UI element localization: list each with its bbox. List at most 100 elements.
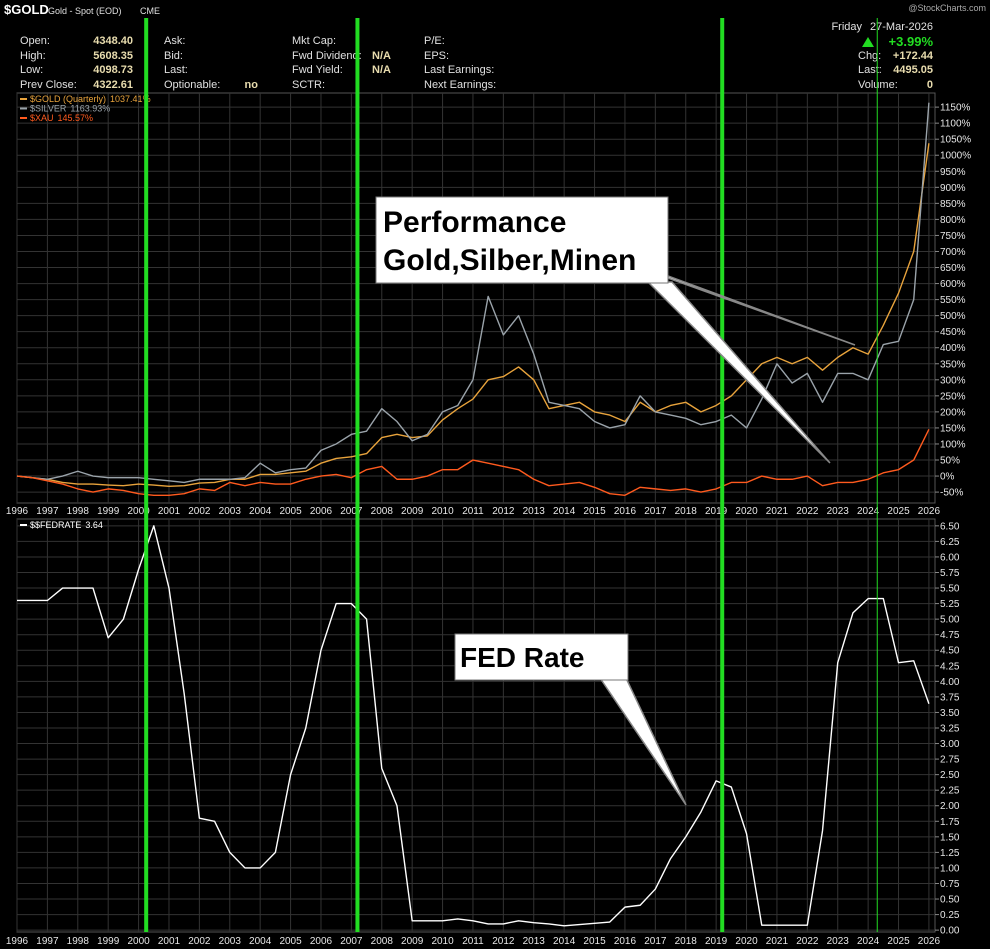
- x-tick-label: 2001: [158, 506, 181, 517]
- x-tick-label: 2009: [401, 506, 424, 517]
- x-tick-label: 2001: [158, 936, 181, 947]
- field-value: 4348.40: [93, 35, 133, 47]
- annotation-text: Gold,Silber,Minen: [383, 244, 636, 277]
- x-tick-label: 2003: [219, 506, 242, 517]
- x-tick-label: 2005: [279, 506, 302, 517]
- y-tick-label: 4.75: [940, 630, 960, 641]
- annotations: Performance Gold,Silber,Minen FED Rate: [375, 196, 856, 806]
- field-label: Last:: [858, 64, 882, 76]
- y-tick-label: 700%: [940, 247, 966, 258]
- y-tick-label: 1.25: [940, 848, 960, 859]
- y-tick-label: 6.50: [940, 521, 960, 532]
- x-tick-label: 2008: [371, 936, 394, 947]
- x-tick-label: 2002: [188, 936, 211, 947]
- y-tick-label: 2.50: [940, 770, 960, 781]
- header: $GOLD Gold - Spot (EOD) CME @StockCharts…: [4, 2, 986, 91]
- x-tick-label: 2003: [219, 936, 242, 947]
- y-tick-label: 550%: [940, 295, 966, 306]
- x-tick-label: 2016: [614, 506, 637, 517]
- x-tick-label: 2026: [918, 936, 941, 947]
- y-tick-label: 100%: [940, 439, 966, 450]
- x-tick-label: 1999: [97, 506, 120, 517]
- field-label: EPS:: [424, 50, 449, 62]
- field-value: 4495.05: [893, 64, 933, 76]
- legend-name: $$FEDRATE: [30, 520, 81, 530]
- y-tick-label: 1.75: [940, 817, 960, 828]
- x-tick-label: 2018: [675, 936, 698, 947]
- y-tick-label: 1000%: [940, 151, 971, 162]
- y-tick-label: 400%: [940, 343, 966, 354]
- annotation-text: Performance: [383, 206, 566, 239]
- x-tick-label: 2024: [857, 506, 880, 517]
- field-label: Prev Close:: [20, 79, 77, 91]
- legend-value: 3.64: [85, 520, 103, 530]
- x-tick-label: 1998: [67, 506, 90, 517]
- legend-name: $SILVER: [30, 104, 67, 114]
- y-tick-label: 4.50: [940, 646, 960, 657]
- x-tick-label: 2023: [827, 936, 850, 947]
- y-tick-label: 900%: [940, 183, 966, 194]
- x-tick-label: 2016: [614, 936, 637, 947]
- field-label: P/E:: [424, 35, 445, 47]
- x-tick-label: 2017: [644, 506, 667, 517]
- x-tick-label: 2017: [644, 936, 667, 947]
- y-tick-label: 0.25: [940, 910, 960, 921]
- date: 27-Mar-2026: [870, 21, 933, 33]
- field-label: Open:: [20, 35, 50, 47]
- field-label: Last:: [164, 64, 188, 76]
- y-tick-label: 1.00: [940, 863, 960, 874]
- x-tick-label: 2013: [523, 936, 546, 947]
- x-tick-label: 2007: [340, 936, 363, 947]
- y-tick-label: 650%: [940, 263, 966, 274]
- y-tick-label: 2.00: [940, 801, 960, 812]
- y-tick-label: 1100%: [940, 119, 971, 130]
- field-label: High:: [20, 50, 46, 62]
- x-tick-label: 1996: [6, 936, 29, 947]
- field-label: Optionable:: [164, 79, 220, 91]
- x-tick-label: 2000: [127, 506, 150, 517]
- x-tick-label: 2004: [249, 936, 272, 947]
- x-tick-label: 2025: [887, 506, 910, 517]
- x-tick-label: 2018: [675, 506, 698, 517]
- y-tick-label: 3.50: [940, 708, 960, 719]
- x-tick-label: 2015: [583, 506, 606, 517]
- copyright: @StockCharts.com: [908, 3, 986, 13]
- y-tick-label: 300%: [940, 375, 966, 386]
- y-tick-label: 1050%: [940, 135, 971, 146]
- annotation-text: FED Rate: [460, 642, 584, 673]
- x-tick-label: 2014: [553, 936, 576, 947]
- series-line: [16, 102, 930, 484]
- legend-name: $GOLD (Quarterly): [30, 94, 106, 104]
- y-tick-label: 1150%: [940, 103, 971, 114]
- x-tick-label: 2000: [127, 936, 150, 947]
- x-tick-label: 2019: [705, 936, 728, 947]
- x-tick-label: 2026: [918, 506, 941, 517]
- field-label: Mkt Cap:: [292, 35, 336, 47]
- y-tick-label: 50%: [940, 456, 960, 467]
- x-tick-label: 2021: [766, 936, 789, 947]
- x-tick-label: 1996: [6, 506, 29, 517]
- field-label: Low:: [20, 64, 43, 76]
- y-tick-label: 6.00: [940, 552, 960, 563]
- annotation-box: [375, 196, 669, 284]
- legend-value: 1037.41%: [110, 94, 151, 104]
- field-label: Volume:: [858, 79, 898, 91]
- y-tick-label: 500%: [940, 311, 966, 322]
- y-tick-label: 350%: [940, 359, 966, 370]
- y-tick-label: 5.50: [940, 584, 960, 595]
- y-tick-label: 950%: [940, 167, 966, 178]
- field-label: Next Earnings:: [424, 79, 496, 91]
- x-tick-label: 2006: [310, 506, 333, 517]
- x-tick-label: 2014: [553, 506, 576, 517]
- legend-value: 145.57%: [58, 113, 94, 123]
- symbol: $GOLD: [4, 2, 49, 17]
- x-tick-label: 2019: [705, 506, 728, 517]
- y-tick-label: 850%: [940, 199, 966, 210]
- y-tick-label: 0.00: [940, 926, 960, 937]
- y-tick-label: 150%: [940, 423, 966, 434]
- y-tick-label: 1.50: [940, 832, 960, 843]
- y-tick-label: 5.00: [940, 615, 960, 626]
- x-tick-label: 2010: [431, 936, 454, 947]
- y-tick-label: 200%: [940, 407, 966, 418]
